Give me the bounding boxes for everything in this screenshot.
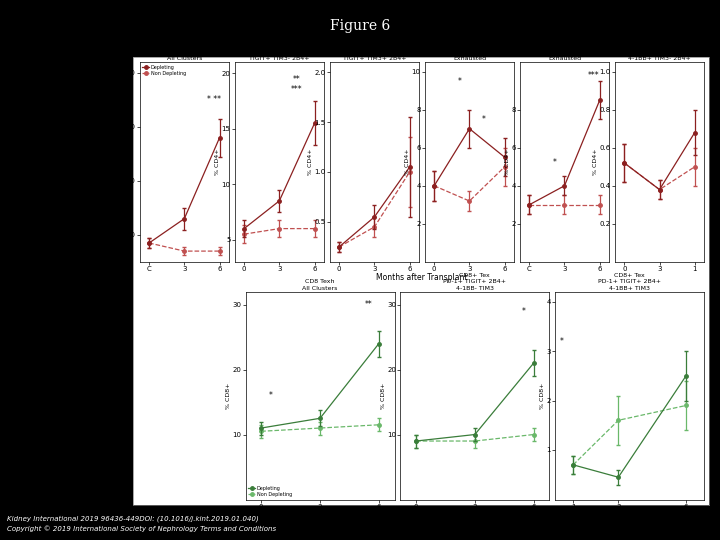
Text: Copyright © 2019 International Society of Nephrology Terms and Conditions: Copyright © 2019 International Society o… xyxy=(7,525,276,532)
Text: **: ** xyxy=(365,300,373,309)
Title: CD8+ Tex
PD-1+ TIGIT+ 2B4+
4-1BB+ TIM3: CD8+ Tex PD-1+ TIGIT+ 2B4+ 4-1BB+ TIM3 xyxy=(598,273,661,291)
Text: * **: * ** xyxy=(207,96,221,104)
Title: CD8+ Tex
PD-1+ TIGIT+ 2B4+
4-1BB- TIM3: CD8+ Tex PD-1+ TIGIT+ 2B4+ 4-1BB- TIM3 xyxy=(444,273,506,291)
Y-axis label: % CD4+: % CD4+ xyxy=(308,148,313,176)
Text: *: * xyxy=(269,391,273,400)
Text: Figure 6: Figure 6 xyxy=(330,19,390,33)
Y-axis label: % CD8+: % CD8+ xyxy=(540,382,545,409)
Title: CD4+ Texh
All Clusters: CD4+ Texh All Clusters xyxy=(166,50,202,61)
Text: Months after Transplant: Months after Transplant xyxy=(376,273,468,282)
Y-axis label: % CD4+: % CD4+ xyxy=(505,148,510,176)
Text: ***: *** xyxy=(588,71,600,80)
Y-axis label: % CD8+: % CD8+ xyxy=(381,382,386,409)
Title: CD4+ TH2
Exhausted: CD4+ TH2 Exhausted xyxy=(548,50,581,61)
Y-axis label: % CD4+: % CD4+ xyxy=(405,148,410,176)
Text: a: a xyxy=(122,59,130,70)
Text: *: * xyxy=(522,307,526,315)
Text: Months after Transplant: Months after Transplant xyxy=(429,508,521,517)
Text: *: * xyxy=(553,158,557,167)
Title: CD4+ TexhPD-1
4-1BB+ TIM3- 2B4+: CD4+ TexhPD-1 4-1BB+ TIM3- 2B4+ xyxy=(628,50,691,61)
Y-axis label: % CD4+: % CD4+ xyxy=(120,148,125,176)
Text: b: b xyxy=(122,289,130,299)
Text: *: * xyxy=(560,336,564,346)
Legend: Depleting, Non Depleting: Depleting, Non Depleting xyxy=(248,486,292,497)
Text: Kidney International 2019 96436-449DOI: (10.1016/j.kint.2019.01.040): Kidney International 2019 96436-449DOI: … xyxy=(7,516,259,522)
Title: CD4+ TexhPD-1+
TIGIT+ TIM3- 2B4+: CD4+ TexhPD-1+ TIGIT+ TIM3- 2B4+ xyxy=(249,50,310,61)
Y-axis label: % CD4+: % CD4+ xyxy=(215,148,220,176)
Title: CD4+ TH1
Exhausted: CD4+ TH1 Exhausted xyxy=(453,50,486,61)
Y-axis label: % CD4+: % CD4+ xyxy=(593,148,598,176)
Title: CD4+ TexhPD-1+
TIGIT+ TIM3+ 2B4+: CD4+ TexhPD-1+ TIGIT+ TIM3+ 2B4+ xyxy=(343,50,406,61)
Y-axis label: % CD8+: % CD8+ xyxy=(226,382,231,409)
Title: CD8 Texh
All Clusters: CD8 Texh All Clusters xyxy=(302,279,338,291)
Text: *: * xyxy=(482,114,485,124)
Legend: Depleting, Non Depleting: Depleting, Non Depleting xyxy=(142,65,186,76)
Text: *: * xyxy=(458,77,462,86)
Text: **
***: ** *** xyxy=(291,75,303,94)
